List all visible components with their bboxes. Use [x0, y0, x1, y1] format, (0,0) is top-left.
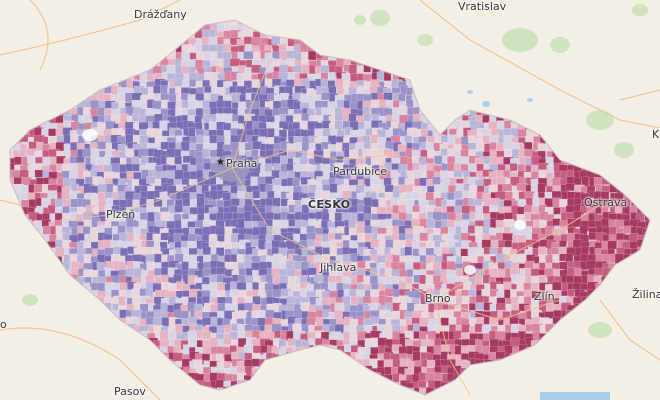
capital-star-icon: ★ — [216, 157, 225, 168]
label-country: ČESKO — [308, 198, 351, 211]
label-plzen: Plzeň — [106, 208, 136, 221]
label-brno: Brno — [425, 292, 451, 305]
label-edge-k: K — [652, 128, 660, 141]
label-jihlava: Jihlava — [320, 261, 357, 274]
label-ostrava: Ostrava — [584, 196, 628, 209]
label-pardubice: Pardubice — [333, 165, 388, 178]
label-edge-o: o — [0, 318, 7, 331]
label-zilina: Žilina — [632, 288, 660, 301]
roads-layer — [59, 59, 601, 396]
label-vratislav: Vratislav — [458, 0, 507, 13]
label-zlin: Zlín — [534, 290, 555, 303]
label-praha: Praha — [226, 157, 258, 170]
label-pasov: Pasov — [114, 385, 146, 398]
label-drazdany: Drážďany — [134, 8, 187, 21]
